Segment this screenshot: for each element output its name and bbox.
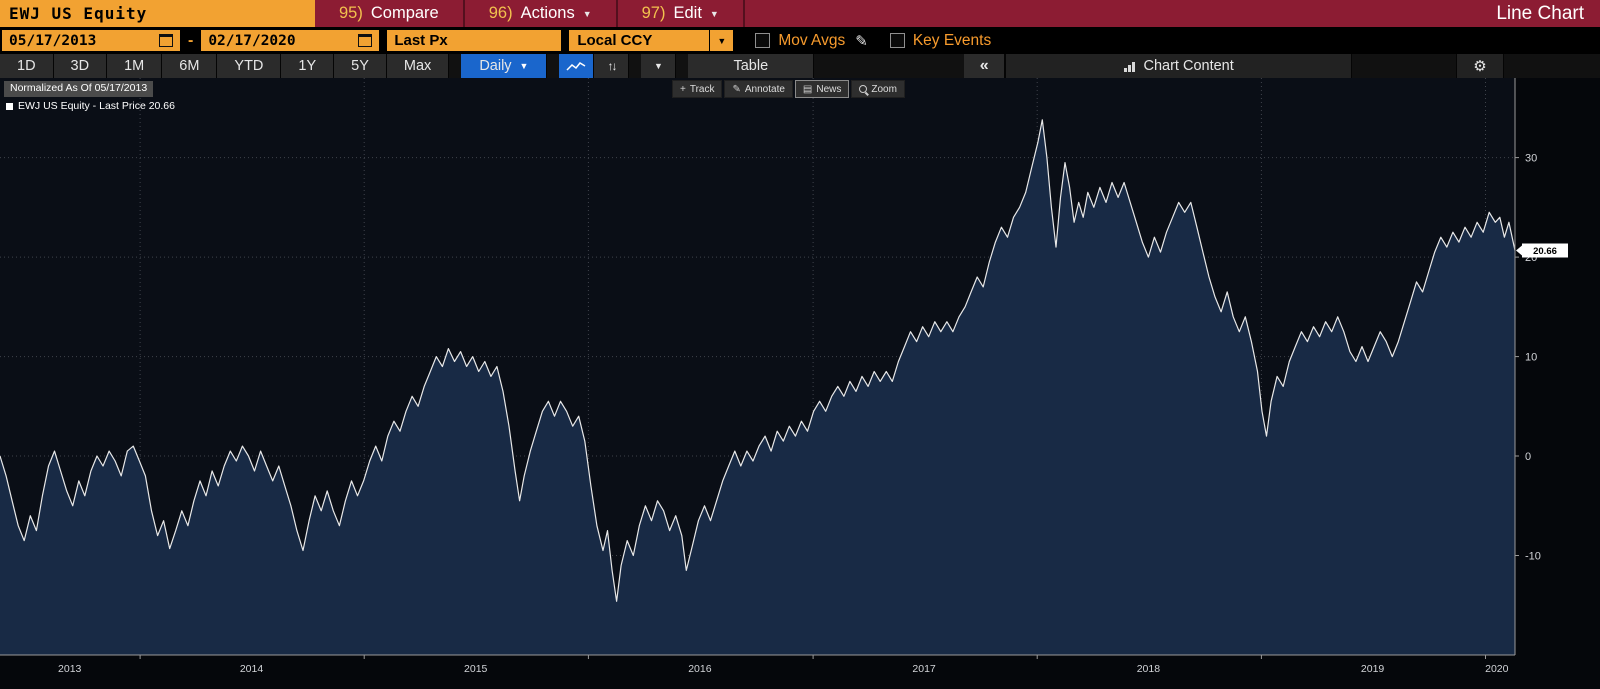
- annotate-button[interactable]: ✎ Annotate: [724, 80, 793, 98]
- compare-axes-button[interactable]: ↑↓: [594, 54, 630, 78]
- menu-actions-label: Actions: [520, 4, 575, 22]
- price-type-value: Last Px: [394, 32, 448, 49]
- caret-down-icon: ▼: [654, 61, 663, 71]
- menu-edit[interactable]: 97) Edit ▼: [618, 0, 745, 27]
- zoom-label: Zoom: [871, 83, 897, 95]
- range-6m-button[interactable]: 6M: [162, 54, 218, 78]
- chart-area[interactable]: 30 20 10 0 -10 2013 2014 2015 2016 2017 2018 2019 20…: [0, 78, 1600, 689]
- range-1y-button[interactable]: 1Y: [281, 54, 335, 78]
- window-title: Line Chart: [1496, 2, 1584, 24]
- news-label: News: [816, 83, 842, 95]
- caret-down-icon[interactable]: ▼: [709, 30, 733, 51]
- crosshair-icon: +: [680, 83, 686, 95]
- chart-toolbar: 1D 3D 1M 6M YTD 1Y 5Y Max Daily ▼ ↑↓ ▼ T…: [0, 54, 1600, 78]
- gear-icon: ⚙: [1473, 58, 1487, 75]
- currency-field[interactable]: Local CCY ▼: [569, 30, 734, 51]
- range-5y-button[interactable]: 5Y: [334, 54, 387, 78]
- series-legend: EWJ US Equity - Last Price 20.66: [4, 99, 177, 115]
- svg-text:10: 10: [1525, 352, 1537, 364]
- svg-text:30: 30: [1525, 153, 1537, 165]
- chart-type-dropdown[interactable]: ▼: [641, 54, 677, 78]
- svg-text:2016: 2016: [688, 663, 712, 675]
- series-swatch: [6, 102, 13, 110]
- frequency-value: Daily: [479, 58, 512, 74]
- svg-text:2018: 2018: [1137, 663, 1161, 675]
- frequency-dropdown[interactable]: Daily ▼: [461, 54, 548, 78]
- news-icon: ▤: [802, 83, 813, 95]
- svg-text:0: 0: [1525, 451, 1531, 463]
- mov-avgs-label: Mov Avgs: [778, 31, 846, 49]
- magnifier-icon: [859, 85, 868, 93]
- series-legend-text: EWJ US Equity - Last Price 20.66: [18, 99, 175, 112]
- svg-text:2020: 2020: [1485, 663, 1509, 675]
- annotate-label: Annotate: [744, 83, 785, 95]
- svg-text:2013: 2013: [58, 663, 82, 675]
- range-1m-button[interactable]: 1M: [107, 54, 163, 78]
- menu-edit-label: Edit: [673, 4, 702, 22]
- date-from-field[interactable]: 05/17/2013: [2, 30, 180, 51]
- zoom-button[interactable]: Zoom: [851, 80, 905, 98]
- chart-tools-bar: + Track ✎ Annotate ▤ News Zoom: [672, 80, 905, 98]
- up-down-arrows-icon: ↑↓: [607, 59, 617, 73]
- caret-down-icon: ▼: [582, 8, 592, 19]
- currency-value: Local CCY: [577, 32, 653, 49]
- date-from-value: 05/17/2013: [9, 32, 97, 49]
- key-events-checkbox[interactable]: [889, 33, 905, 48]
- top-menu-bar: EWJ US Equity 95) Compare 96) Actions ▼ …: [0, 0, 1600, 27]
- settings-button[interactable]: ⚙: [1456, 54, 1504, 78]
- mov-avgs-checkbox[interactable]: [755, 33, 771, 48]
- collapse-panel-button[interactable]: «: [964, 54, 1006, 78]
- menu-compare-label: Compare: [370, 4, 439, 22]
- date-to-value: 02/17/2020: [208, 32, 296, 49]
- security-ticker-field[interactable]: EWJ US Equity: [0, 0, 315, 27]
- line-chart-icon: [566, 62, 586, 71]
- range-max-button[interactable]: Max: [386, 54, 450, 78]
- menu-edit-number: 97): [641, 4, 666, 22]
- menu-compare-number: 95): [339, 4, 363, 22]
- line-chart-type-button[interactable]: [559, 54, 595, 78]
- svg-text:2017: 2017: [912, 663, 936, 675]
- menu-actions[interactable]: 96) Actions ▼: [465, 0, 618, 27]
- svg-text:2015: 2015: [464, 663, 488, 675]
- date-to-field[interactable]: 02/17/2020: [201, 30, 380, 51]
- caret-down-icon: ▼: [709, 8, 719, 19]
- pencil-icon: ✎: [732, 83, 741, 95]
- menu-actions-number: 96): [488, 4, 513, 22]
- track-button[interactable]: + Track: [672, 80, 723, 98]
- calendar-icon: [159, 34, 173, 47]
- range-ytd-button[interactable]: YTD: [217, 54, 282, 78]
- date-range-separator: -: [188, 31, 194, 49]
- calendar-icon: [358, 34, 373, 47]
- svg-text:20.66: 20.66: [1533, 246, 1557, 257]
- price-type-field[interactable]: Last Px: [387, 30, 562, 51]
- svg-text:-10: -10: [1525, 551, 1541, 563]
- table-button[interactable]: Table: [688, 54, 815, 78]
- menu-compare[interactable]: 95) Compare: [315, 0, 465, 27]
- range-1d-button[interactable]: 1D: [0, 54, 54, 78]
- pencil-icon[interactable]: ✎: [855, 32, 868, 50]
- chart-legend: Normalized As Of 05/17/2013 EWJ US Equit…: [4, 81, 177, 114]
- chart-content-label: Chart Content: [1143, 58, 1234, 74]
- normalized-note: Normalized As Of 05/17/2013: [4, 81, 154, 97]
- svg-text:2019: 2019: [1361, 663, 1385, 675]
- track-label: Track: [689, 83, 715, 95]
- range-3d-button[interactable]: 3D: [53, 54, 108, 78]
- caret-down-icon: ▼: [519, 61, 529, 71]
- svg-text:2014: 2014: [240, 663, 264, 675]
- field-bar: 05/17/2013 - 02/17/2020 Last Px Local CC…: [0, 27, 1600, 54]
- key-events-label: Key Events: [912, 31, 992, 49]
- bar-chart-icon: [1123, 61, 1135, 72]
- chart-content-button[interactable]: Chart Content: [1005, 54, 1353, 78]
- news-button[interactable]: ▤ News: [794, 80, 850, 98]
